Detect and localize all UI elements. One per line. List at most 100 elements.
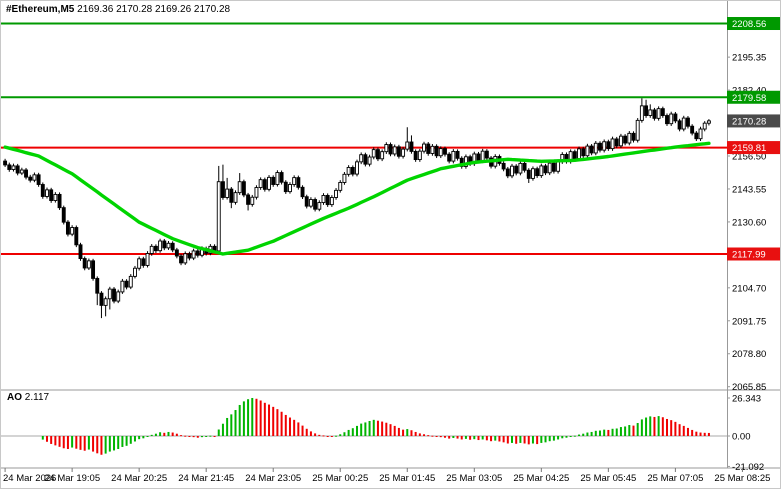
ao-bar [138,436,141,440]
ao-bar [226,417,229,436]
ao-bar [552,436,555,441]
candle-body [706,120,711,124]
candle-body [501,162,506,170]
candle-body [288,184,292,193]
ao-bar [435,436,438,437]
candle-body [367,156,372,165]
candle-body [99,292,104,306]
candle-body [225,188,230,198]
candle-body [162,240,167,249]
ao-bar [481,436,484,440]
candle-body [61,207,66,223]
candle-body [292,177,297,185]
ao-bar [343,432,346,436]
ao-bar [288,417,291,436]
candle-body [677,120,682,130]
candle-body [463,156,468,167]
candle-body [535,168,540,177]
ao-name-label: AO [7,392,22,403]
ao-bar [397,427,400,436]
moving-average-line[interactable] [3,141,711,256]
ao-bar [305,428,308,436]
ao-bar [41,436,44,440]
ao-bar [330,436,333,437]
candle-body [375,149,380,160]
candle-body [11,165,16,170]
price-badge-label: 2159.81 [732,143,766,154]
candle-body [694,132,699,140]
ao-bar [703,432,706,436]
ao-bar [498,436,501,442]
ao-bar [548,436,551,442]
ao-bar [255,398,258,436]
price-badge [727,17,780,31]
candle-body [639,105,644,121]
ao-bar [477,436,480,441]
candle-body [476,153,481,162]
ao-bar [251,397,254,436]
candle-body [158,240,163,252]
ao-bar [293,419,296,436]
ao-bar [75,436,78,449]
ao-bar [536,436,539,445]
ao-bar [108,436,111,452]
ao-bar [62,436,65,449]
ao-bar [209,435,212,437]
ao-bar [406,429,409,436]
time-label: 24 Mar 21:45 [178,473,234,484]
ao-bar [414,431,417,436]
candle-body [443,148,447,155]
price-badge-label: 2117.99 [732,250,766,261]
ao-bar [418,433,421,436]
time-label: 25 Mar 05:45 [580,473,636,484]
time-label: 25 Mar 00:25 [312,473,368,484]
candle-body [665,115,669,125]
candle-body [363,154,368,165]
ao-bar [368,420,371,436]
candle-body [262,179,267,190]
candle-body [350,167,355,175]
ao-bar [83,436,86,451]
price-tick-label: 2195.35 [732,53,766,64]
candle-body [137,258,142,269]
time-label: 24 Mar 19:05 [44,473,100,484]
candle-body [660,108,665,116]
candle-body [28,176,33,181]
candle-body [229,188,234,203]
candle-body [526,169,531,179]
ao-bar [92,436,95,452]
candle-body [133,267,137,277]
candle-body [585,145,590,157]
ao-bar [385,422,388,436]
candle-body [627,132,632,144]
ao-bar [150,434,153,436]
price-badge-label: 2179.58 [732,93,766,104]
candle-body [250,196,255,205]
ao-bar [636,423,639,436]
candle-body [246,194,251,205]
ao-bar [180,435,183,437]
candle-body [338,182,343,191]
ao-bar [632,425,635,436]
candle-body [547,162,552,174]
candle-body [610,138,615,150]
ao-bar [263,402,266,436]
ao-bar [527,436,530,445]
price-tick-label: 2156.50 [732,152,766,163]
candle-body [614,138,619,147]
candle-body [40,184,45,197]
ao-bar [372,419,375,436]
candle-body [522,162,527,171]
time-label: 24 Mar 20:25 [111,473,167,484]
candle-body [648,109,653,116]
ao-bar [171,432,174,436]
candle-body [631,132,636,141]
candle-body [556,161,561,172]
candle-body [24,169,28,178]
ao-bar [565,436,568,438]
ao-bar [351,428,354,436]
ao-bar [561,436,564,439]
candle-body [220,181,225,198]
candle-body [241,181,246,196]
